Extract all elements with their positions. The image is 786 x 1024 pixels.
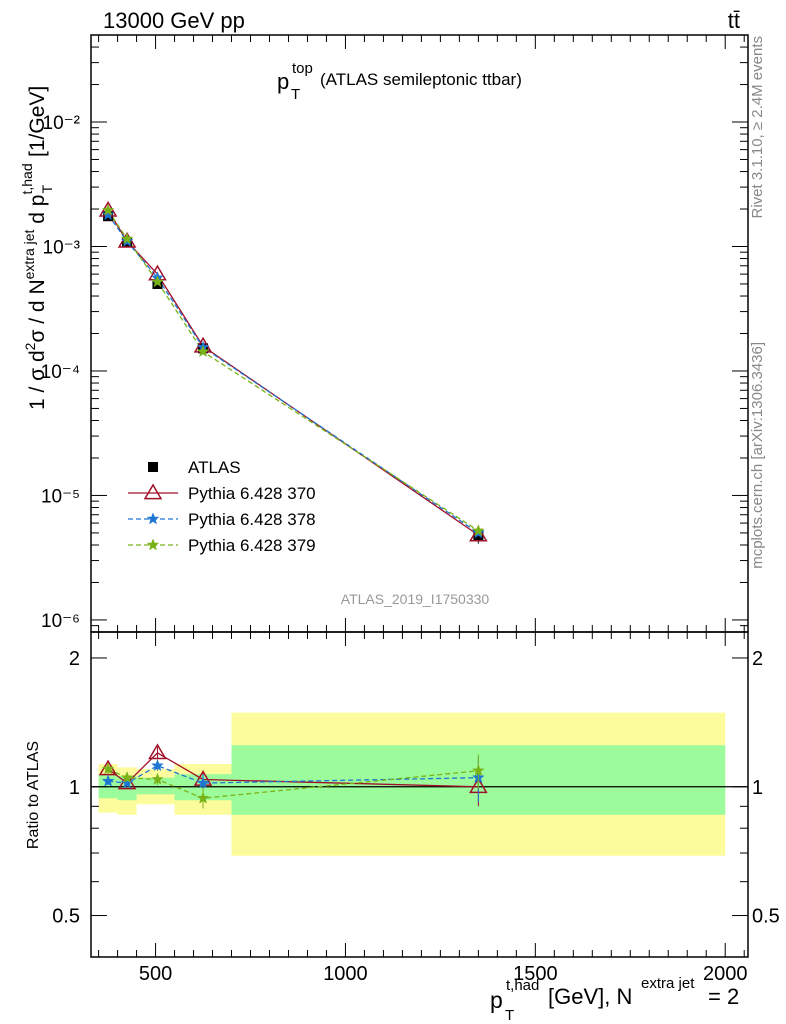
xlabel-p: p	[490, 987, 503, 1013]
y-axis-title: 1 / σ d2σ / d Nextra jet d pt,had T [1/Ge…	[19, 86, 55, 410]
ratio-star-marker	[120, 770, 134, 784]
ratio-uncertainty-bands	[91, 712, 748, 856]
y-tick-label: 10⁻⁴	[41, 362, 80, 383]
ratio-triangle-marker	[148, 743, 167, 760]
main-series-line	[107, 210, 479, 532]
ratio-series	[98, 743, 488, 809]
mc-star-marker	[101, 203, 115, 216]
xlabel-middle: [GeV], N	[548, 984, 632, 1009]
legend: ATLAS Pythia 6.428 370 Pythia 6.428 378 Pyt…	[128, 458, 316, 555]
legend-star-marker	[146, 512, 160, 525]
y-tick-label: 10⁻³	[43, 237, 81, 258]
mc-star-marker	[472, 524, 485, 537]
title-superscript: top	[292, 60, 313, 77]
legend-entry-label: ATLAS	[188, 458, 241, 477]
ratio-frame	[90, 631, 749, 958]
title-rest: (ATLAS semileptonic ttbar)	[320, 70, 522, 89]
ratio-y-tick-label-right: 2	[752, 648, 763, 670]
green-band-bin	[136, 777, 175, 795]
x-tick-label: 2000	[703, 963, 748, 985]
ratio-y-tick-label: 1	[69, 777, 80, 799]
ratio-y-tick-label-right: 0.5	[752, 906, 780, 928]
mc-triangle-marker	[469, 525, 488, 542]
y-tick-label: 10⁻²	[43, 113, 81, 134]
ratio-star-marker	[151, 758, 164, 772]
x-tick-label: 1500	[513, 963, 558, 985]
xlabel-subscript: T	[505, 1007, 514, 1024]
ratio-series-line	[108, 764, 479, 784]
xlabel-superscript-2: extra jet	[641, 975, 695, 992]
main-series	[98, 200, 488, 544]
axis-ticks	[91, 34, 748, 957]
x-tick-label: 1000	[323, 963, 368, 985]
ratio-star-marker	[120, 776, 134, 789]
analysis-watermark: ATLAS_2019_I1750330	[341, 591, 490, 607]
legend-triangle-marker	[143, 483, 163, 500]
ratio-star-marker	[101, 762, 115, 775]
ratio-star-marker	[101, 774, 115, 787]
mc-star-marker	[101, 207, 115, 221]
x-tick-label: 500	[139, 963, 172, 985]
x-axis-title: p t,had T [GeV], N extra jet = 2	[490, 975, 739, 1024]
legend-entry-label: Pythia 6.428 378	[188, 510, 316, 529]
legend-star-marker	[146, 538, 160, 551]
mc-star-marker	[151, 275, 164, 288]
ratio-y-tick-label: 2	[69, 648, 80, 670]
ratio-star-marker	[196, 791, 210, 804]
ratio-star-marker	[196, 776, 210, 789]
process-label: tt̄	[728, 8, 740, 33]
beam-label: 13000 GeV pp	[103, 8, 245, 33]
ratio-ylabel: Ratio to ATLAS	[25, 741, 42, 849]
ratio-star-marker	[472, 763, 485, 777]
axis-labels: 500 1000 1500 2000 10⁻⁶ 10⁻⁵ 10⁻⁴ 10⁻³ 10⁻² 0.5 0.…	[41, 113, 780, 985]
xlabel-end: = 2	[708, 984, 739, 1009]
y-tick-label: 10⁻⁵	[41, 486, 80, 507]
ratio-y-tick-label: 0.5	[52, 906, 80, 928]
rivet-version-label: Rivet 3.1.10, ≥ 2.4M events	[749, 36, 766, 219]
legend-entry-label: Pythia 6.428 370	[188, 484, 316, 503]
legend-entry-label: Pythia 6.428 379	[188, 536, 316, 555]
mc-star-marker	[196, 344, 210, 358]
ratio-y-tick-label-right: 1	[752, 777, 763, 799]
legend-square-marker	[148, 462, 158, 472]
xlabel-superscript: t,had	[506, 977, 539, 994]
title-p: p	[277, 69, 289, 94]
title-subscript: T	[291, 86, 300, 103]
mcplots-reference-label: mcplots.cern.ch [arXiv:1306.3436]	[749, 342, 766, 569]
ratio-star-marker	[151, 772, 164, 785]
y-tick-label: 10⁻⁶	[41, 611, 80, 632]
ylabel-main: 1 / σ d2σ / d Nextra jet d pt,had T [1/Ge…	[19, 86, 55, 410]
main-title: p top T (ATLAS semileptonic ttbar)	[277, 60, 522, 103]
mc-star-marker	[120, 232, 134, 245]
